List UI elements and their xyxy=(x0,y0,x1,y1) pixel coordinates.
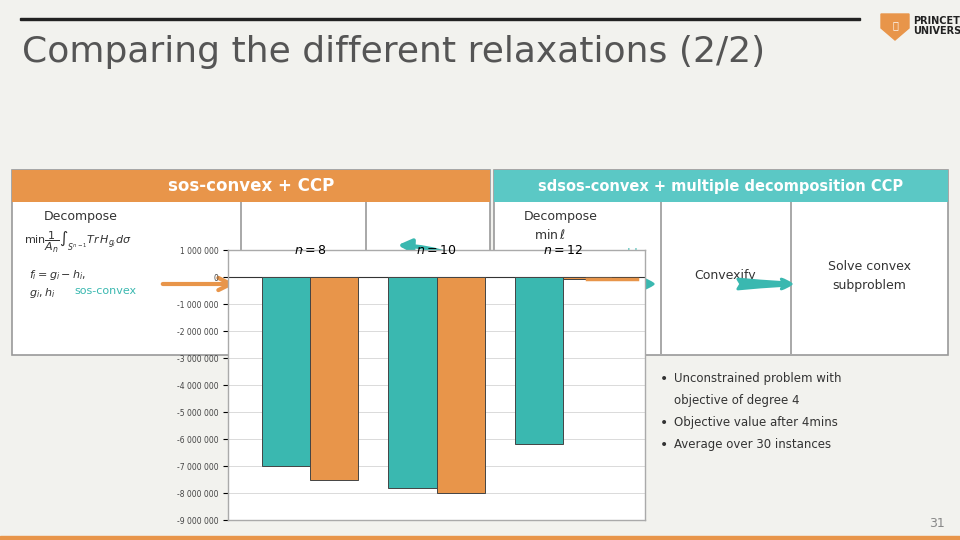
Text: Objective value after 4mins: Objective value after 4mins xyxy=(674,416,838,429)
Text: $\min\dfrac{1}{A_n}\int_{S^{n-1}} Tr\,H_{g_i}d\sigma$: $\min\dfrac{1}{A_n}\int_{S^{n-1}} Tr\,H_… xyxy=(24,230,132,255)
Bar xyxy=(301,249,303,319)
Text: $f_i = g_i - h_i,$: $f_i = g_i - h_i,$ xyxy=(29,268,86,282)
Bar xyxy=(515,277,563,444)
Text: $\min\,\ell$: $\min\,\ell$ xyxy=(534,228,566,242)
Bar xyxy=(12,170,490,355)
Text: objective of degree 4: objective of degree 4 xyxy=(674,394,800,407)
Bar xyxy=(0,536,960,540)
Bar xyxy=(660,202,661,355)
Bar xyxy=(240,202,242,355)
Text: •: • xyxy=(660,372,668,386)
Text: UNIVERSITY: UNIVERSITY xyxy=(913,26,960,36)
Polygon shape xyxy=(881,14,909,40)
Text: $n = 8$: $n = 8$ xyxy=(294,244,326,256)
Text: •: • xyxy=(660,438,668,452)
Text: $n = 10$: $n = 10$ xyxy=(417,244,457,256)
Bar xyxy=(563,277,611,279)
Bar xyxy=(389,277,437,488)
Text: PRINCETON: PRINCETON xyxy=(913,16,960,26)
Text: $g_i, h_i\,$: $g_i, h_i\,$ xyxy=(29,286,58,300)
Text: 31: 31 xyxy=(929,517,945,530)
Text: •: • xyxy=(660,416,668,430)
Bar xyxy=(20,17,860,20)
Text: Solve convex
subproblem: Solve convex subproblem xyxy=(386,260,469,292)
Bar xyxy=(437,277,485,493)
Text: Decompose: Decompose xyxy=(44,210,118,223)
Text: $n = 12$: $n = 12$ xyxy=(543,244,583,256)
Bar xyxy=(12,170,490,202)
Bar xyxy=(262,277,310,466)
Bar xyxy=(365,202,367,355)
Text: Decompose: Decompose xyxy=(524,210,598,223)
FancyArrowPatch shape xyxy=(402,240,540,353)
Bar xyxy=(494,170,948,202)
Text: $f_i = g_i - h_i,$: $f_i = g_i - h_i,$ xyxy=(509,266,566,280)
Bar xyxy=(310,277,358,480)
Bar xyxy=(494,170,948,355)
Text: Convexify: Convexify xyxy=(272,256,333,269)
Text: sdd: sdd xyxy=(614,248,637,258)
Text: sdsos-convex + multiple decomposition CCP: sdsos-convex + multiple decomposition CC… xyxy=(539,179,903,193)
Text: Convexify: Convexify xyxy=(694,269,756,282)
Text: sdsos-convex: sdsos-convex xyxy=(556,284,631,294)
Bar xyxy=(790,202,791,355)
Text: $g_i, h_i\,$: $g_i, h_i\,$ xyxy=(509,284,536,298)
Text: Comparing the different relaxations (2/2): Comparing the different relaxations (2/2… xyxy=(22,35,765,69)
Text: $tI - H_{h_i^k}(x_k)$: $tI - H_{h_i^k}(x_k)$ xyxy=(504,248,564,264)
Text: sos-convex: sos-convex xyxy=(74,286,136,296)
Text: sos-convex + CCP: sos-convex + CCP xyxy=(168,177,334,195)
Text: Solve convex
subproblem: Solve convex subproblem xyxy=(828,260,910,292)
Text: ⛪: ⛪ xyxy=(892,20,898,30)
Text: Unconstrained problem with: Unconstrained problem with xyxy=(674,372,842,385)
Text: Average over 30 instances: Average over 30 instances xyxy=(674,438,831,451)
